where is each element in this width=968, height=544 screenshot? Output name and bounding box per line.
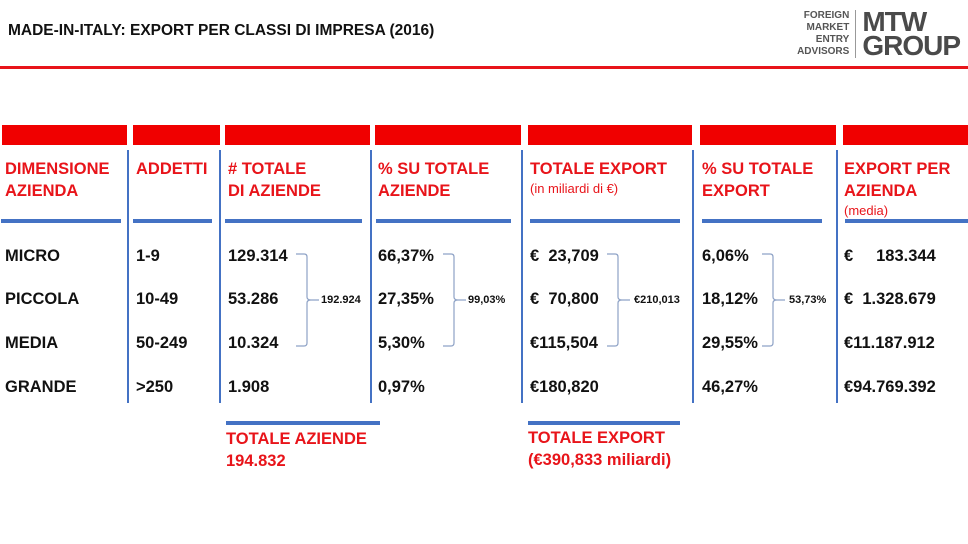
- cell-perc-aziende: 66,37%: [378, 247, 434, 265]
- logo-text: GROUP: [862, 30, 961, 61]
- header-underline: [376, 219, 511, 223]
- bracket-icon: [607, 253, 623, 347]
- cell-addetti: 10-49: [136, 290, 179, 308]
- cell-addetti: 50-249: [136, 334, 188, 352]
- cell-addetti: >250: [136, 378, 174, 396]
- header-divider: [0, 66, 968, 69]
- column-red-bar: [843, 125, 968, 145]
- totals-underline: [528, 421, 680, 425]
- cell-perc-aziende: 0,97%: [378, 378, 425, 396]
- header-export-azienda: EXPORT PER AZIENDA (media): [844, 160, 951, 218]
- header-perc-export: % SU TOTALE EXPORT: [702, 160, 814, 200]
- header-totale-export: TOTALE EXPORT (in miliardi di €): [530, 160, 667, 196]
- totals-underline: [226, 421, 380, 425]
- header-dimensione: DIMENSIONE AZIENDA: [5, 160, 110, 200]
- totale-aziende: TOTALE AZIENDE 194.832: [226, 430, 367, 470]
- cell-export-azienda: € 183.344: [844, 247, 936, 265]
- cell-export-azienda: €94.769.392: [844, 378, 936, 396]
- cell-totale-export: €115,504: [530, 334, 598, 352]
- cell-totale-export: € 70,800: [530, 290, 599, 308]
- logo-text: ADVISORS: [797, 46, 850, 57]
- column-divider: [836, 150, 838, 403]
- cell-totale-aziende: 129.314: [228, 247, 288, 265]
- bracket-sum-export: €210,013: [634, 294, 680, 306]
- cell-perc-aziende: 27,35%: [378, 290, 434, 308]
- header-underline: [1, 219, 121, 223]
- column-red-bar: [528, 125, 692, 145]
- header-underline: [133, 219, 212, 223]
- bracket-icon: [296, 253, 312, 347]
- cell-dimensione: PICCOLA: [5, 290, 80, 308]
- cell-perc-export: 6,06%: [702, 247, 749, 265]
- column-red-bar: [225, 125, 370, 145]
- cell-addetti: 1-9: [136, 247, 160, 265]
- cell-perc-aziende: 5,30%: [378, 334, 425, 352]
- cell-dimensione: MEDIA: [5, 334, 59, 352]
- bracket-sum-perc-export: 53,73%: [789, 294, 827, 306]
- logo-text: MARKET: [806, 22, 850, 33]
- logo-text: ENTRY: [815, 34, 850, 45]
- cell-perc-export: 29,55%: [702, 334, 758, 352]
- mtw-group-logo: FOREIGN MARKET ENTRY ADVISORS MTW GROUP: [797, 6, 961, 61]
- column-divider: [692, 150, 694, 403]
- cell-export-azienda: € 1.328.679: [844, 290, 936, 308]
- cell-totale-aziende: 1.908: [228, 378, 270, 396]
- header-perc-aziende: % SU TOTALE AZIENDE: [378, 160, 490, 200]
- header-addetti: ADDETTI: [136, 160, 208, 178]
- header-underline: [530, 219, 680, 223]
- page-title: MADE-IN-ITALY: EXPORT PER CLASSI DI IMPR…: [8, 22, 435, 39]
- header-underline: [702, 219, 822, 223]
- header-underline: [225, 219, 362, 223]
- cell-perc-export: 18,12%: [702, 290, 758, 308]
- column-red-bar: [375, 125, 521, 145]
- header-underline: [845, 219, 968, 223]
- header-totale-aziende: # TOTALE DI AZIENDE: [228, 160, 321, 200]
- column-divider: [127, 150, 129, 403]
- totale-export: TOTALE EXPORT (€390,833 miliardi): [528, 429, 672, 469]
- column-red-bar: [2, 125, 127, 145]
- column-red-bar: [133, 125, 220, 145]
- cell-totale-export: €180,820: [530, 378, 599, 396]
- bracket-icon: [762, 253, 778, 347]
- cell-totale-export: € 23,709: [530, 247, 599, 265]
- cell-export-azienda: €11.187.912: [844, 334, 935, 352]
- cell-perc-export: 46,27%: [702, 378, 758, 396]
- logo-text: MTW: [862, 6, 927, 37]
- logo-text: FOREIGN: [803, 10, 850, 21]
- cell-totale-aziende: 10.324: [228, 334, 279, 352]
- column-divider: [370, 150, 372, 403]
- column-divider: [219, 150, 221, 403]
- cell-dimensione: GRANDE: [5, 378, 77, 396]
- bracket-icon: [443, 253, 459, 347]
- bracket-sum-perc-aziende: 99,03%: [468, 294, 506, 306]
- cell-dimensione: MICRO: [5, 247, 60, 265]
- cell-totale-aziende: 53.286: [228, 290, 279, 308]
- column-red-bar: [700, 125, 836, 145]
- bracket-sum-aziende: 192.924: [321, 294, 361, 306]
- column-divider: [521, 150, 523, 403]
